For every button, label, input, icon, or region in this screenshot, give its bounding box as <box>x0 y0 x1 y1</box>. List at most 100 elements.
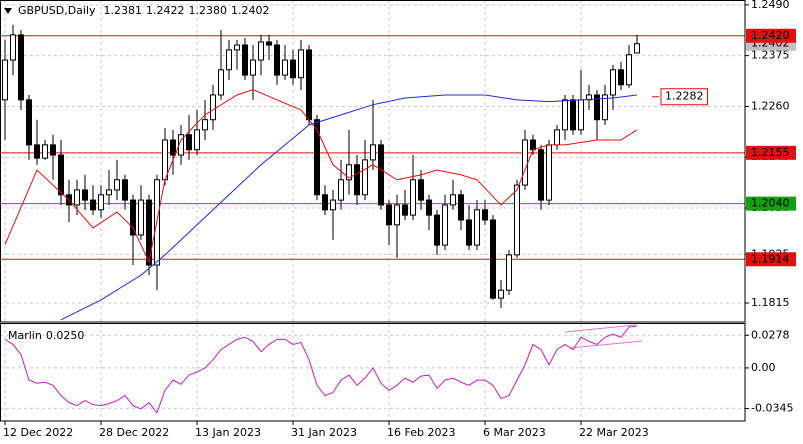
candle-body <box>282 59 288 76</box>
candle-body <box>58 154 64 196</box>
level-label: 1.2155 <box>751 146 790 159</box>
y-tick-label: 1.2375 <box>751 49 790 62</box>
candle-body <box>274 44 280 76</box>
indicator-pane <box>4 324 643 414</box>
candle-body <box>626 54 632 86</box>
symbol: GBPUSD,Daily <box>18 4 96 17</box>
candle-body <box>314 119 320 196</box>
header-value: 1.2381 <box>104 4 143 17</box>
candle-body <box>458 194 464 221</box>
trend-line <box>569 340 643 349</box>
level-label: 1.1914 <box>751 252 790 265</box>
x-tick-label: 22 Mar 2023 <box>579 426 649 439</box>
candle-body <box>634 43 640 54</box>
candle-body <box>306 49 312 121</box>
candle-body <box>250 59 256 76</box>
candle-body <box>402 204 408 216</box>
x-tick-label: 13 Jan 2023 <box>195 426 261 439</box>
candle-body <box>546 144 552 201</box>
candle-body <box>186 134 192 151</box>
candle-body <box>18 34 24 101</box>
candle-body <box>562 99 568 131</box>
candle-body <box>130 199 136 236</box>
candle-body <box>410 179 416 216</box>
candle-body <box>42 144 48 159</box>
moving-average <box>4 89 638 264</box>
candle-body <box>50 144 56 156</box>
header-value: 1.2402 <box>231 4 270 17</box>
candle-body <box>218 69 224 96</box>
price-frame <box>0 0 746 323</box>
y-tick-label: -0.0345 <box>751 401 793 414</box>
indicator-name: Marlin <box>8 329 42 342</box>
candle-body <box>530 139 536 151</box>
x-tick-label: 28 Dec 2022 <box>99 426 169 439</box>
indicator-frame <box>0 323 746 422</box>
candle-body <box>90 199 96 211</box>
x-tick-label: 31 Jan 2023 <box>291 426 357 439</box>
candle-body <box>610 69 616 96</box>
candle-body <box>138 199 144 236</box>
candle-body <box>498 289 504 299</box>
level-box <box>746 145 796 160</box>
header-value: 1.2380 <box>189 4 228 17</box>
candle-body <box>146 199 152 266</box>
candle-body <box>122 179 128 201</box>
candle-body <box>162 139 168 181</box>
ma-label-box <box>660 88 708 106</box>
candle-body <box>26 99 32 146</box>
candle-body <box>394 204 400 226</box>
y-tick-label: 0.00 <box>751 361 776 374</box>
candle-body <box>234 44 240 51</box>
candle-body <box>474 209 480 246</box>
level-box <box>746 252 796 267</box>
indicator-value: 0.0250 <box>46 329 85 342</box>
candle-body <box>106 189 112 196</box>
candle-body <box>338 179 344 201</box>
candle-body <box>346 164 352 181</box>
level-label: 1.2040 <box>751 197 790 210</box>
x-tick-label: 12 Dec 2022 <box>3 426 73 439</box>
candle-body <box>34 144 40 159</box>
axis: 1.24901.23751.22601.21451.20301.19251.18… <box>3 0 796 439</box>
candle-body <box>226 49 232 71</box>
candle-body <box>178 134 184 156</box>
price-pane <box>0 24 745 321</box>
candle-body <box>602 94 608 121</box>
candle-body <box>330 199 336 211</box>
candle-body <box>434 214 440 246</box>
candle-body <box>466 219 472 246</box>
candle-body <box>578 99 584 131</box>
candle-body <box>490 219 496 299</box>
candle-body <box>202 119 208 131</box>
candle-body <box>450 194 456 206</box>
level-box <box>746 196 796 211</box>
candle-body <box>482 209 488 221</box>
level-label: 1.2420 <box>751 29 790 42</box>
candle-body <box>618 69 624 86</box>
candle-body <box>378 144 384 206</box>
trend-line <box>564 324 637 333</box>
x-tick-label: 16 Feb 2023 <box>387 426 455 439</box>
candle-body <box>98 194 104 211</box>
y-tick-label: 1.1815 <box>751 296 790 309</box>
indicator-line <box>4 325 638 414</box>
candle-body <box>418 179 424 201</box>
candle-body <box>242 44 248 76</box>
candle-body <box>194 129 200 151</box>
candle-body <box>570 99 576 131</box>
y-tick-label: 1.2260 <box>751 99 790 112</box>
candle-body <box>426 199 432 216</box>
candle-body <box>170 139 176 156</box>
candle-body <box>298 49 304 79</box>
candle-body <box>514 184 520 256</box>
menu-arrow <box>4 8 12 14</box>
candle-body <box>114 179 120 191</box>
candle-body <box>10 34 16 61</box>
candle-body <box>538 149 544 201</box>
candle-body <box>386 204 392 226</box>
candle-body <box>594 94 600 121</box>
candle-body <box>82 189 88 201</box>
candle-body <box>266 41 272 46</box>
